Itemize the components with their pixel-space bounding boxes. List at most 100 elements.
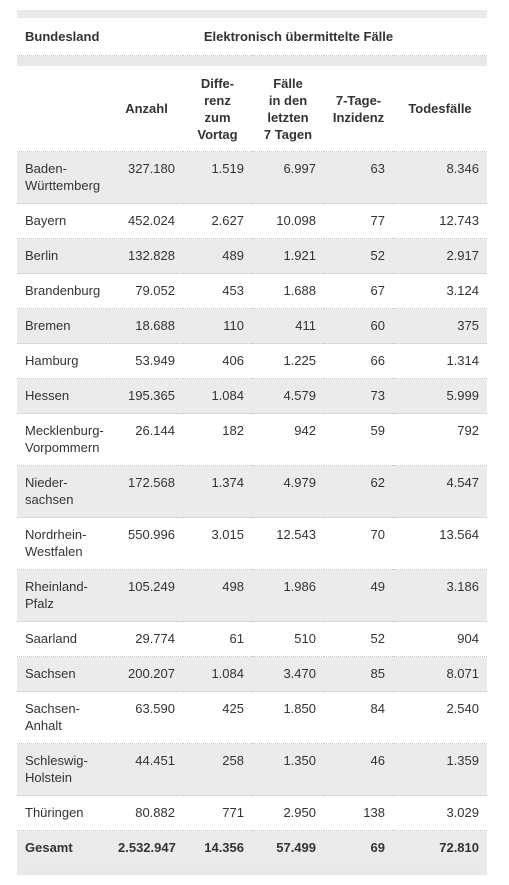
table-cell: 1.314: [393, 343, 487, 379]
table-cell: 8.346: [393, 151, 487, 204]
table-row: Mecklenburg- Vorpommern 26.144 182 942 59 792: [17, 413, 487, 466]
table-cell: 13.564: [393, 517, 487, 570]
table-row: Rheinland- Pfalz 105.249 498 1.986 49 3.186: [17, 569, 487, 622]
table-container: Bundesland Elektronisch übermittelte Fäl…: [17, 10, 487, 875]
table-cell: Thüringen: [17, 795, 110, 831]
total-cell: 57.499: [252, 830, 324, 865]
table-cell: 4.547: [393, 465, 487, 518]
table-cell: 60: [324, 308, 393, 344]
table-cell: Bayern: [17, 203, 110, 239]
table-cell: 46: [324, 743, 393, 796]
table-cell: 62: [324, 465, 393, 518]
column-header: Diffe- renz zum Vortag: [197, 75, 238, 142]
table-cell: 1.519: [183, 151, 252, 204]
table-row: Bremen 18.688 110 411 60 375: [17, 308, 487, 344]
table-cell: 1.986: [252, 569, 324, 622]
table-cell: 510: [252, 621, 324, 657]
table-cell: 452.024: [110, 203, 183, 239]
table-cell: 61: [183, 621, 252, 657]
table-cell: 172.568: [110, 465, 183, 518]
table-cell: 1.374: [183, 465, 252, 518]
table-cell: 67: [324, 273, 393, 309]
table-cell: 4.579: [252, 378, 324, 414]
table-cell: 1.359: [393, 743, 487, 796]
table-cell: 63.590: [110, 691, 183, 744]
table-cell: 105.249: [110, 569, 183, 622]
table-cell: 18.688: [110, 308, 183, 344]
table-cell: 66: [324, 343, 393, 379]
table-cell: 904: [393, 621, 487, 657]
column-header: 7-Tage- Inzidenz: [332, 92, 385, 125]
table-cell: Nordrhein- Westfalen: [17, 517, 110, 570]
column-header-row: Anzahl Diffe- renz zum Vortag Fälle in den…: [17, 66, 487, 152]
table-cell: 411: [252, 308, 324, 344]
data-table: Bundesland Elektronisch übermittelte Fäl…: [17, 10, 487, 875]
table-cell: 1.688: [252, 273, 324, 309]
table-cell: 29.774: [110, 621, 183, 657]
table-row: Sachsen 200.207 1.084 3.470 85 8.071: [17, 656, 487, 692]
table-row: Bayern 452.024 2.627 10.098 77 12.743: [17, 203, 487, 239]
table-cell: 3.029: [393, 795, 487, 831]
table-cell: 489: [183, 238, 252, 274]
table-cell: 1.350: [252, 743, 324, 796]
total-cell: Gesamt: [17, 830, 110, 865]
table-cell: Bremen: [17, 308, 110, 344]
table-cell: 200.207: [110, 656, 183, 692]
table-cell: Mecklenburg- Vorpommern: [17, 413, 110, 466]
table-cell: Hessen: [17, 378, 110, 414]
band: [17, 55, 487, 66]
table-cell: 6.997: [252, 151, 324, 204]
column-header: Todesfälle: [408, 101, 472, 116]
table-cell: 406: [183, 343, 252, 379]
table-row: Baden- Württemberg 327.180 1.519 6.997 63 8.3…: [17, 151, 487, 204]
table-row: Sachsen- Anhalt 63.590 425 1.850 84 2.540: [17, 691, 487, 744]
table-cell: 132.828: [110, 238, 183, 274]
table-cell: 3.124: [393, 273, 487, 309]
table-cell: 110: [183, 308, 252, 344]
header-cell: Bundesland: [17, 18, 110, 56]
table-cell: Nieder- sachsen: [17, 465, 110, 518]
table-cell: 2.627: [183, 203, 252, 239]
total-cell: 14.356: [183, 830, 252, 865]
total-cell: 72.810: [393, 830, 487, 865]
column-header: Fälle in den letzten 7 Tagen: [263, 75, 313, 142]
table-row: Schleswig- Holstein 44.451 258 1.350 46 1.359: [17, 743, 487, 796]
table-cell: 12.543: [252, 517, 324, 570]
table-cell: 1.850: [252, 691, 324, 744]
table-cell: 2.950: [252, 795, 324, 831]
table-cell: 2.917: [393, 238, 487, 274]
band: [17, 10, 487, 18]
table-cell: 79.052: [110, 273, 183, 309]
table-cell: 498: [183, 569, 252, 622]
header-cell: Elektronisch übermittelte Fälle: [110, 18, 487, 56]
table-row: Thüringen 80.882 771 2.950 138 3.029: [17, 795, 487, 831]
table-row: Brandenburg 79.052 453 1.688 67 3.124: [17, 273, 487, 309]
table-body: Baden- Württemberg 327.180 1.519 6.997 63 8.3…: [17, 151, 487, 865]
table-cell: Sachsen- Anhalt: [17, 691, 110, 744]
table-cell: 49: [324, 569, 393, 622]
table-cell: 84: [324, 691, 393, 744]
table-cell: Brandenburg: [17, 273, 110, 309]
table-cell: 70: [324, 517, 393, 570]
table-cell: 4.979: [252, 465, 324, 518]
total-cell: 2.532.947: [110, 830, 183, 865]
table-cell: 77: [324, 203, 393, 239]
column-header: Anzahl: [125, 101, 168, 116]
table-cell: Berlin: [17, 238, 110, 274]
table-row: Nieder- sachsen 172.568 1.374 4.979 62 4.547: [17, 465, 487, 518]
table-cell: 12.743: [393, 203, 487, 239]
table-cell: 138: [324, 795, 393, 831]
table-cell: 2.540: [393, 691, 487, 744]
total-row: Gesamt 2.532.947 14.356 57.499 69 72.810: [17, 830, 487, 865]
table-cell: 59: [324, 413, 393, 466]
table-cell: 1.921: [252, 238, 324, 274]
table-cell: Hamburg: [17, 343, 110, 379]
table-cell: 195.365: [110, 378, 183, 414]
table-cell: 327.180: [110, 151, 183, 204]
table-cell: 44.451: [110, 743, 183, 796]
table-cell: 1.084: [183, 656, 252, 692]
table-row: Hamburg 53.949 406 1.225 66 1.314: [17, 343, 487, 379]
table-cell: 85: [324, 656, 393, 692]
header-cell: [17, 66, 110, 152]
